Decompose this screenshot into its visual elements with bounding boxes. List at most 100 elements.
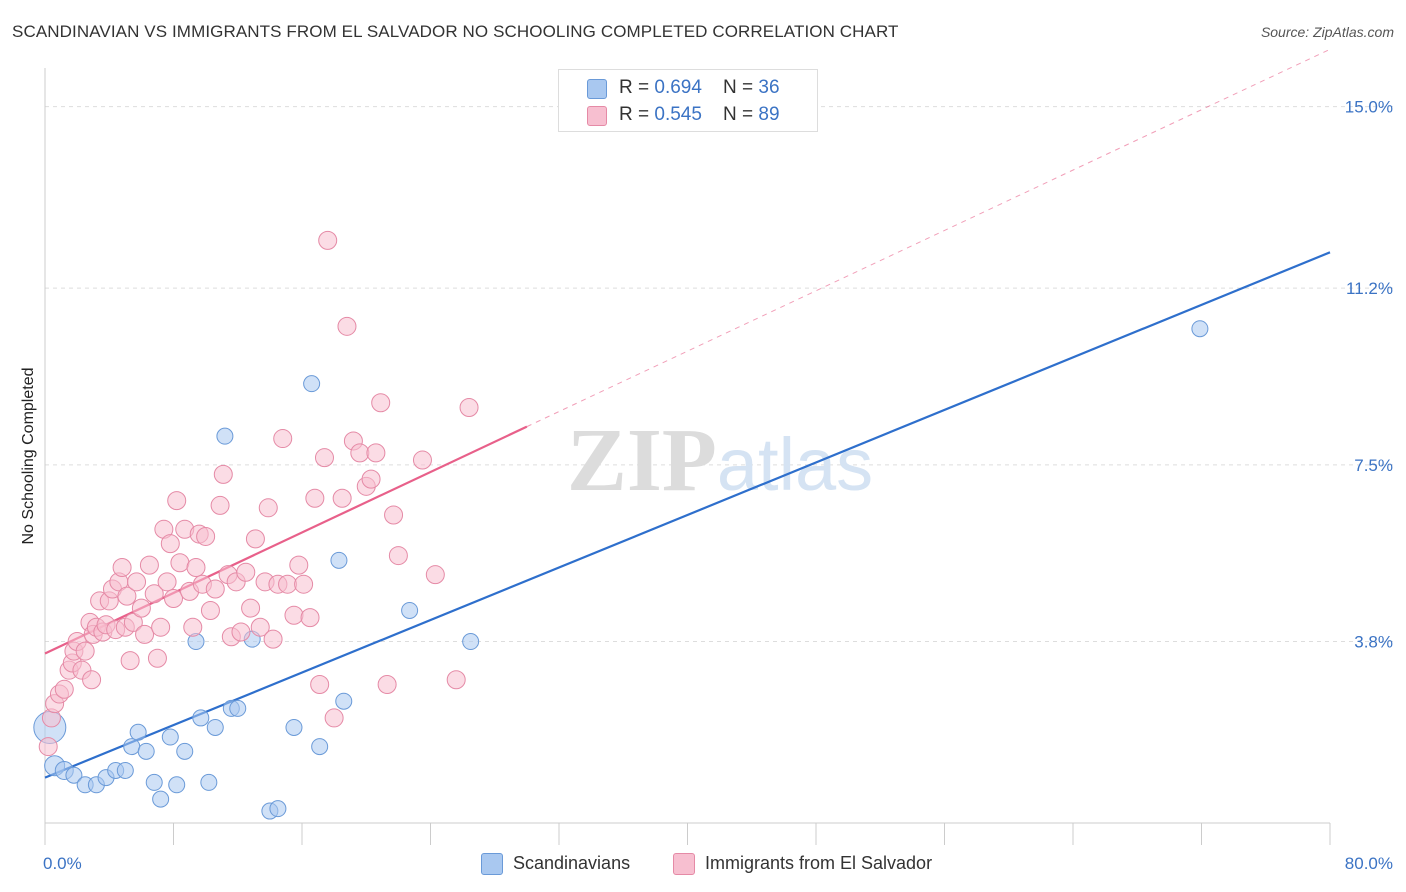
point-series-0-10 — [129, 723, 147, 741]
point-series-1-32 — [147, 648, 167, 668]
point-series-1-39 — [170, 553, 190, 573]
trend-lines — [44, 48, 1331, 779]
point-series-1-55 — [236, 562, 256, 582]
point-series-0-18 — [192, 709, 210, 727]
legend-label-scandinavians: Scandinavians — [513, 853, 631, 873]
point-series-1-75 — [337, 316, 357, 336]
point-series-0-29 — [311, 738, 329, 756]
point-series-1-66 — [289, 555, 309, 575]
point-series-1-80 — [366, 443, 386, 463]
point-series-1-43 — [186, 558, 206, 578]
point-series-1-58 — [250, 617, 270, 637]
point-series-0-23 — [229, 699, 247, 717]
point-series-1-38 — [167, 491, 187, 511]
point-series-1-24 — [117, 586, 137, 606]
watermark: ZIPatlas — [567, 411, 873, 510]
point-series-1-64 — [278, 574, 298, 594]
point-series-1-27 — [127, 572, 147, 592]
point-series-0-11 — [137, 742, 155, 760]
point-series-0-33 — [462, 633, 480, 651]
point-series-1-12 — [82, 670, 102, 690]
legend-swatch-scandinavians — [481, 853, 503, 875]
point-series-1-50 — [213, 464, 233, 484]
point-series-0-13 — [152, 790, 170, 808]
x-tick-label-1: 80.0% — [1345, 854, 1393, 873]
tick-labels: 3.8% 7.5% 11.2% 15.0% 0.0% 80.0% — [43, 98, 1393, 873]
point-series-1-74 — [332, 488, 352, 508]
point-series-1-31 — [144, 584, 164, 604]
point-series-1-54 — [231, 622, 251, 642]
point-series-0-8 — [116, 761, 134, 779]
trend-line-series-1 — [44, 425, 528, 655]
point-series-0-3 — [65, 766, 83, 784]
point-series-1-0 — [38, 737, 58, 757]
point-series-0-28 — [303, 375, 321, 393]
point-series-1-68 — [300, 608, 320, 628]
watermark-text: ZIPatlas — [567, 411, 873, 510]
correlation-legend: R = 0.694 N = 36 R = 0.545 N = 89 — [558, 69, 818, 132]
point-series-0-21 — [216, 427, 234, 445]
y-tick-label-2: 11.2% — [1346, 279, 1393, 298]
point-series-1-37 — [164, 589, 183, 609]
legend-swatch-el-salvador — [673, 853, 695, 875]
point-series-1-72 — [318, 230, 338, 250]
point-series-0-9 — [123, 738, 141, 756]
point-series-1-70 — [310, 675, 330, 695]
point-series-0-16 — [176, 742, 194, 760]
point-series-0-26 — [269, 800, 287, 818]
point-series-1-71 — [314, 448, 334, 468]
point-series-1-86 — [425, 565, 445, 585]
source-label: Source: ZipAtlas.com — [1260, 24, 1394, 40]
legend-label-el-salvador: Immigrants from El Salvador — [705, 853, 933, 873]
swatch-scandinavians — [587, 79, 607, 99]
point-series-1-22 — [112, 558, 132, 578]
point-series-1-67 — [294, 574, 314, 594]
point-series-1-56 — [241, 598, 261, 618]
point-series-1-63 — [273, 429, 293, 449]
y-tick-label-1: 7.5% — [1354, 456, 1393, 475]
point-series-1-88 — [459, 398, 479, 418]
point-series-1-87 — [446, 670, 466, 690]
point-series-1-85 — [412, 450, 432, 470]
point-series-1-29 — [135, 624, 155, 644]
point-series-1-82 — [377, 675, 397, 695]
swatch-el-salvador — [587, 106, 607, 126]
point-series-1-81 — [371, 393, 391, 413]
point-series-1-57 — [245, 529, 265, 549]
point-series-1-84 — [388, 546, 408, 566]
chart-title: SCANDINAVIAN VS IMMIGRANTS FROM EL SALVA… — [12, 22, 899, 41]
point-series-1-73 — [324, 708, 344, 728]
point-series-1-42 — [183, 617, 203, 637]
point-series-1-46 — [196, 526, 216, 546]
point-series-1-26 — [123, 612, 143, 632]
point-series-0-12 — [145, 773, 163, 791]
point-series-0-31 — [335, 692, 353, 710]
point-series-1-25 — [120, 651, 140, 671]
point-series-1-49 — [210, 495, 230, 515]
y-tick-label-3: 15.0% — [1345, 98, 1393, 117]
r-value-el-salvador: 0.545 — [654, 104, 702, 125]
gridlines — [45, 106, 1395, 643]
point-series-0-20 — [206, 718, 224, 736]
point-series-0-19 — [200, 773, 218, 791]
point-series-0-30 — [330, 551, 348, 569]
point-series-0-32 — [401, 601, 419, 619]
trend-extension-series-1 — [526, 48, 1331, 428]
point-series-1-60 — [258, 498, 278, 518]
axes — [44, 68, 1331, 845]
r-value-scandinavians: 0.694 — [654, 77, 702, 98]
point-series-1-69 — [305, 488, 325, 508]
point-series-0-14 — [161, 728, 179, 746]
n-value-el-salvador: 89 — [758, 104, 780, 125]
point-series-1-10 — [75, 641, 95, 661]
point-series-1-33 — [151, 617, 171, 637]
point-series-1-35 — [157, 572, 177, 592]
n-value-scandinavians: 36 — [758, 77, 780, 98]
point-series-1-30 — [139, 555, 159, 575]
point-series-1-79 — [361, 469, 381, 489]
y-tick-label-0: 3.8% — [1354, 633, 1393, 652]
x-tick-label-0: 0.0% — [43, 854, 82, 873]
point-series-1-61 — [263, 629, 283, 649]
point-series-1-36 — [160, 534, 180, 554]
